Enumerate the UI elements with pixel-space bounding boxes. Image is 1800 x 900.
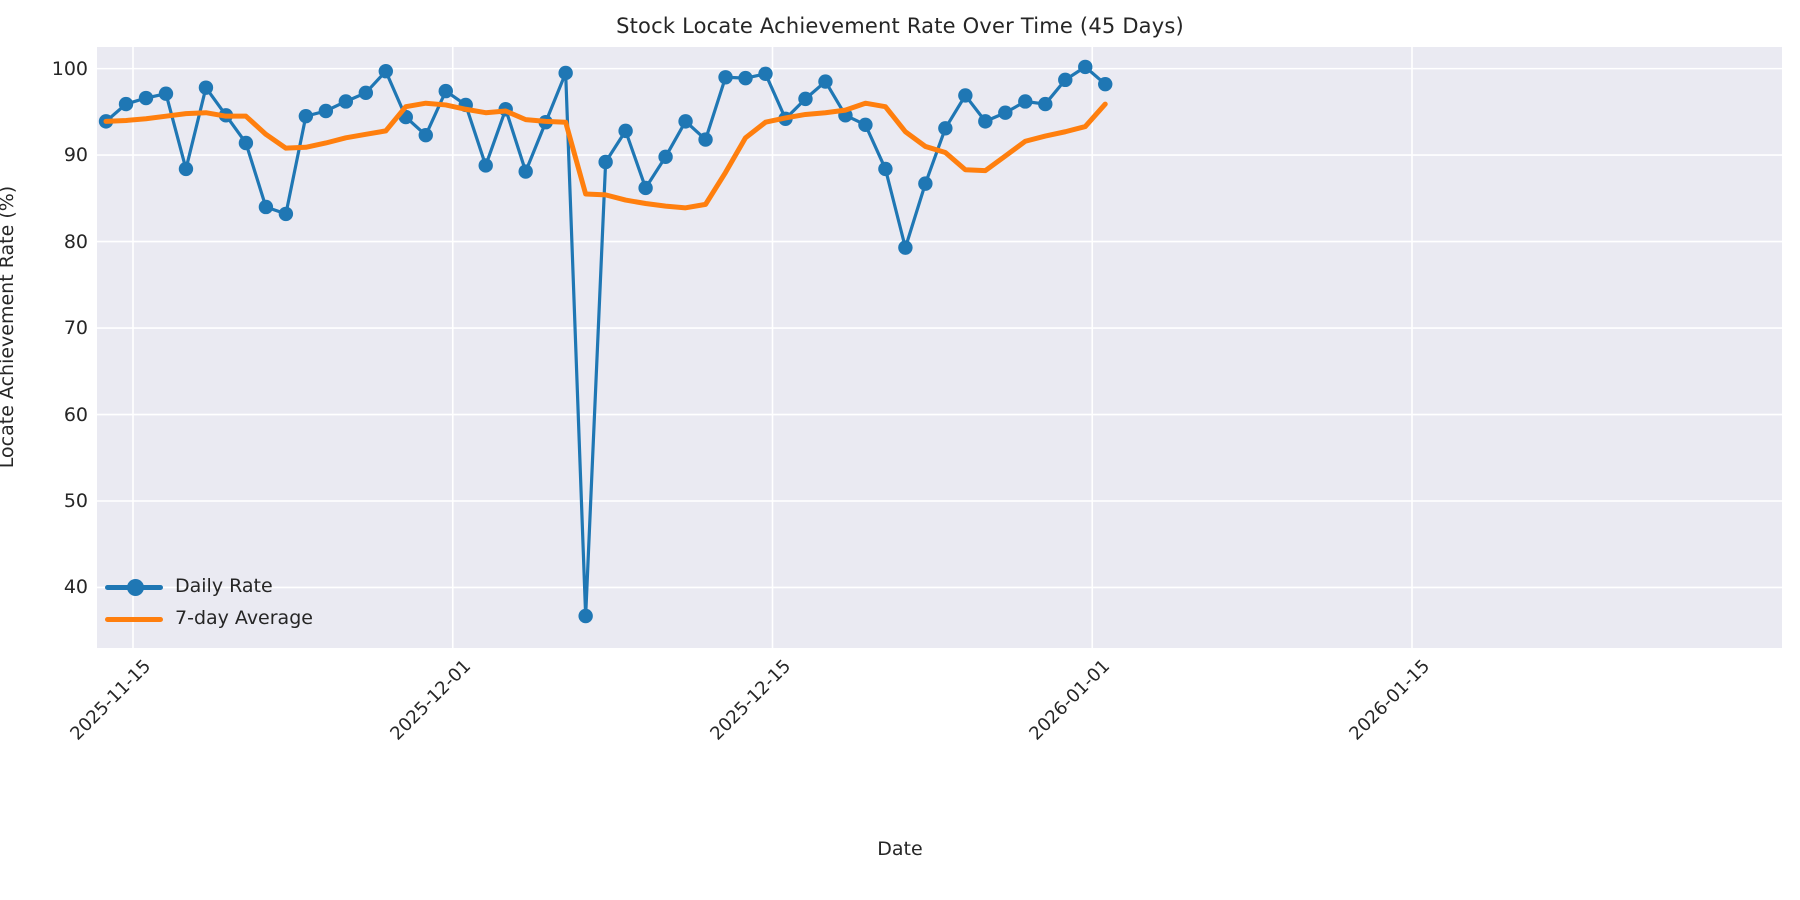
legend-item-daily-rate[interactable]: Daily Rate	[105, 572, 335, 604]
plot-area	[97, 47, 1782, 648]
data-point	[558, 65, 573, 81]
legend-label-7-day-average: 7-day Average	[175, 607, 313, 629]
data-point	[138, 90, 154, 106]
data-point	[1098, 76, 1113, 92]
data-point	[1078, 59, 1093, 75]
data-point	[998, 105, 1013, 120]
x-tick-label: 2025-11-15	[66, 655, 156, 745]
data-point	[638, 180, 653, 196]
data-point	[418, 128, 433, 143]
data-point	[878, 161, 893, 177]
data-point	[658, 149, 673, 165]
legend-marker-daily-rate	[127, 579, 144, 596]
chart-legend: Daily Rate 7-day Average	[105, 572, 335, 640]
data-point	[298, 108, 314, 124]
data-point	[518, 164, 533, 179]
x-tick-label: 2026-01-15	[1345, 655, 1435, 745]
data-point	[258, 199, 274, 215]
data-point	[1018, 94, 1033, 109]
data-point	[918, 176, 933, 191]
x-tick-label: 2025-12-15	[705, 655, 795, 745]
data-point	[378, 64, 393, 79]
legend-label-daily-rate: Daily Rate	[175, 575, 273, 597]
data-point	[478, 158, 493, 173]
x-axis-title: Date	[877, 838, 923, 860]
data-point	[678, 114, 693, 129]
legend-line-7-day-average	[105, 617, 163, 622]
data-point	[718, 70, 733, 85]
chart-title: Stock Locate Achievement Rate Over Time …	[616, 14, 1184, 38]
y-tick-label: 60	[63, 403, 88, 426]
data-point	[178, 161, 194, 177]
y-tick-label: 70	[63, 317, 88, 340]
data-point	[238, 135, 254, 151]
data-point	[198, 80, 214, 95]
data-point	[1058, 72, 1073, 88]
data-point	[818, 74, 833, 89]
y-tick-label: 90	[63, 144, 88, 167]
data-point	[938, 121, 953, 136]
data-point	[338, 94, 354, 109]
legend-item-7-day-average[interactable]: 7-day Average	[105, 604, 335, 636]
y-tick-label: 50	[63, 489, 88, 512]
data-point	[438, 83, 453, 99]
data-point	[618, 123, 633, 139]
y-tick-label: 100	[51, 57, 88, 80]
data-point	[858, 117, 873, 133]
x-tick-label: 2026-01-01	[1025, 655, 1115, 745]
y-tick-label: 80	[63, 230, 88, 253]
data-point	[698, 132, 713, 147]
data-point	[278, 206, 294, 222]
data-point	[158, 86, 174, 101]
data-point	[598, 154, 613, 170]
chart-canvas	[97, 47, 1782, 648]
data-point	[798, 91, 813, 107]
data-point	[898, 240, 913, 255]
series-line-daily-rate	[104, 65, 1107, 618]
x-tick-label: 2025-12-01	[386, 655, 475, 745]
data-point	[758, 66, 773, 82]
data-point	[958, 88, 973, 103]
y-tick-label: 40	[63, 576, 88, 599]
data-point	[118, 96, 134, 112]
data-point	[1038, 96, 1053, 112]
data-point	[738, 70, 753, 86]
data-point	[578, 608, 593, 624]
series-layer	[98, 59, 1113, 624]
gridlines	[97, 47, 1782, 648]
series-line-7-day-average	[103, 100, 1108, 211]
data-point	[358, 85, 374, 101]
data-point	[978, 114, 993, 129]
data-point	[318, 103, 334, 119]
